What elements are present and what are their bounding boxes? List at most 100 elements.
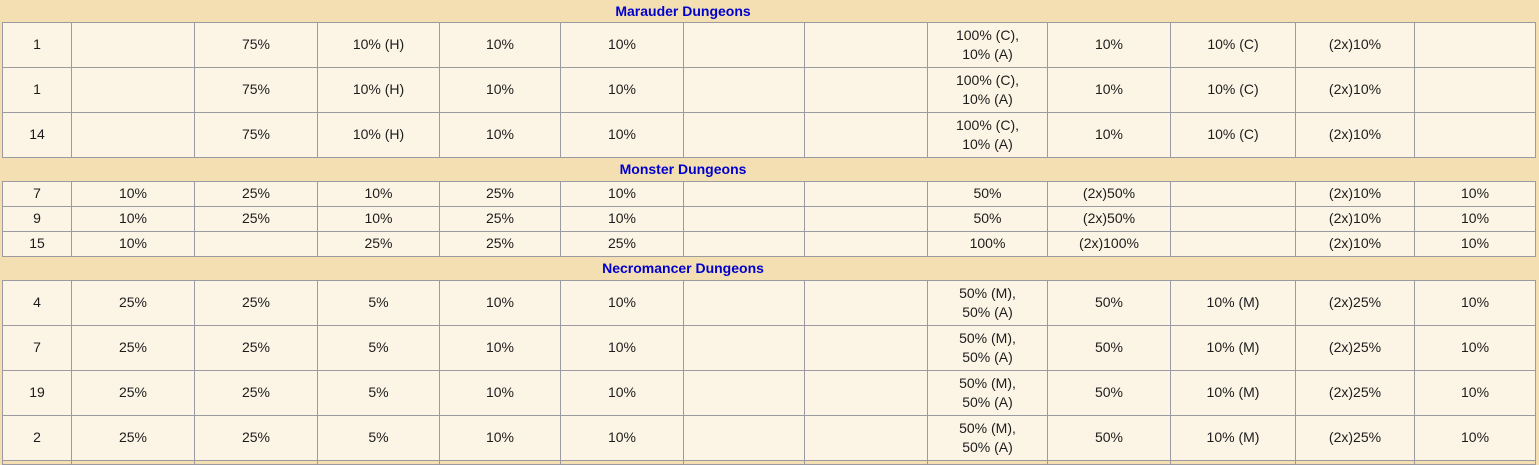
value-cell: 50% (M), 50% (A) [927, 279, 1048, 326]
value-cell: 25% [194, 279, 318, 326]
value-cell: 10% [439, 111, 561, 158]
value-cell: 50% (M), 50% (A) [927, 369, 1048, 416]
level-cell: 15 [2, 230, 72, 257]
value-cell: 50% [1047, 324, 1171, 371]
value-cell [804, 369, 928, 416]
value-cell: (2x)10% [1295, 180, 1415, 207]
value-cell: (2x)25% [1295, 369, 1415, 416]
partial-header-cell [804, 459, 928, 465]
value-cell: 50% [1047, 369, 1171, 416]
section-title-row: Necromancer Dungeons [2, 256, 1536, 280]
value-cell: 10% [439, 279, 561, 326]
value-cell: 25% [71, 324, 195, 371]
value-cell: 10% (M) [1170, 279, 1296, 326]
value-cell: 75% [194, 21, 318, 68]
value-cell: (2x)50% [1047, 180, 1171, 207]
value-cell: 100% (C), 10% (A) [927, 21, 1048, 68]
value-cell: 50% [927, 180, 1048, 207]
value-cell [1170, 230, 1296, 257]
table-row: 9 10% 25% 10% 25% 10% 50% (2x)50% (2x)10% 10% [2, 205, 1537, 232]
level-cell: 4 [2, 279, 72, 326]
level-cell: 19 [2, 369, 72, 416]
value-cell: 10% [1413, 205, 1537, 232]
value-cell [804, 230, 928, 257]
value-cell: 10% [439, 369, 561, 416]
partial-header-cell [1170, 459, 1296, 465]
partial-header-cell [194, 459, 318, 465]
value-cell [683, 369, 805, 416]
value-cell: 10% [1047, 66, 1171, 113]
value-cell: 10% (C) [1170, 66, 1296, 113]
value-cell: 10% [1413, 230, 1537, 257]
value-cell: 10% (H) [317, 66, 440, 113]
value-cell [804, 21, 928, 68]
partial-header-cell [2, 459, 72, 465]
value-cell: 25% [317, 230, 440, 257]
value-cell: 25% [71, 279, 195, 326]
value-cell [804, 324, 928, 371]
value-cell [683, 180, 805, 207]
value-cell [683, 279, 805, 326]
value-cell: 25% [560, 230, 684, 257]
value-cell [71, 111, 195, 158]
value-cell: (2x)25% [1295, 279, 1415, 326]
value-cell: (2x)50% [1047, 205, 1171, 232]
table-row: 7 10% 25% 10% 25% 10% 50% (2x)50% (2x)10% 10% [2, 180, 1537, 207]
value-cell: 25% [194, 205, 318, 232]
partial-header-cell [71, 459, 195, 465]
value-cell: 10% (H) [317, 21, 440, 68]
value-cell: 25% [71, 414, 195, 461]
value-cell: 10% (M) [1170, 414, 1296, 461]
value-cell: (2x)10% [1295, 66, 1415, 113]
value-cell: 10% [439, 414, 561, 461]
value-cell: 25% [194, 180, 318, 207]
value-cell: (2x)10% [1295, 21, 1415, 68]
partial-header-cell [683, 459, 805, 465]
value-cell: 50% (M), 50% (A) [927, 414, 1048, 461]
value-cell: (2x)25% [1295, 324, 1415, 371]
value-cell: (2x)10% [1295, 111, 1415, 158]
value-cell: 50% (M), 50% (A) [927, 324, 1048, 371]
value-cell: 10% [1413, 279, 1537, 326]
value-cell: 10% [317, 205, 440, 232]
value-cell: 75% [194, 111, 318, 158]
value-cell [804, 205, 928, 232]
value-cell: 5% [317, 324, 440, 371]
value-cell: 50% [1047, 414, 1171, 461]
value-cell: 10% [560, 369, 684, 416]
table-row: 4 25% 25% 5% 10% 10% 50% (M), 50% (A) 50% 10% (M… [2, 279, 1537, 326]
value-cell [683, 66, 805, 113]
partial-next-header-row [2, 459, 1537, 465]
level-cell: 2 [2, 414, 72, 461]
value-cell: 100% [927, 230, 1048, 257]
value-cell: 25% [194, 369, 318, 416]
value-cell: 10% (M) [1170, 324, 1296, 371]
value-cell: 50% [1047, 279, 1171, 326]
value-cell: 10% [1413, 414, 1537, 461]
value-cell: 25% [194, 414, 318, 461]
value-cell: (2x)10% [1295, 205, 1415, 232]
value-cell: 100% (C), 10% (A) [927, 66, 1048, 113]
partial-header-cell [439, 459, 561, 465]
value-cell [1413, 111, 1537, 158]
value-cell [1413, 21, 1537, 68]
value-cell: 25% [439, 230, 561, 257]
section-title-row: Monster Dungeons [2, 157, 1536, 181]
value-cell: 10% [560, 205, 684, 232]
value-cell: 10% [439, 66, 561, 113]
value-cell: 10% (M) [1170, 369, 1296, 416]
value-cell [683, 324, 805, 371]
level-cell: 7 [2, 180, 72, 207]
value-cell [71, 21, 195, 68]
value-cell: 100% (C), 10% (A) [927, 111, 1048, 158]
value-cell: 10% (C) [1170, 21, 1296, 68]
value-cell: 50% [927, 205, 1048, 232]
value-cell: 10% [560, 324, 684, 371]
table-row: 19 25% 25% 5% 10% 10% 50% (M), 50% (A) 50% 10% (… [2, 369, 1537, 416]
value-cell: 10% [1413, 369, 1537, 416]
value-cell: 25% [439, 180, 561, 207]
section-title: Marauder Dungeons [2, 0, 1536, 22]
section-title: Necromancer Dungeons [2, 256, 1536, 280]
value-cell: 10% [317, 180, 440, 207]
